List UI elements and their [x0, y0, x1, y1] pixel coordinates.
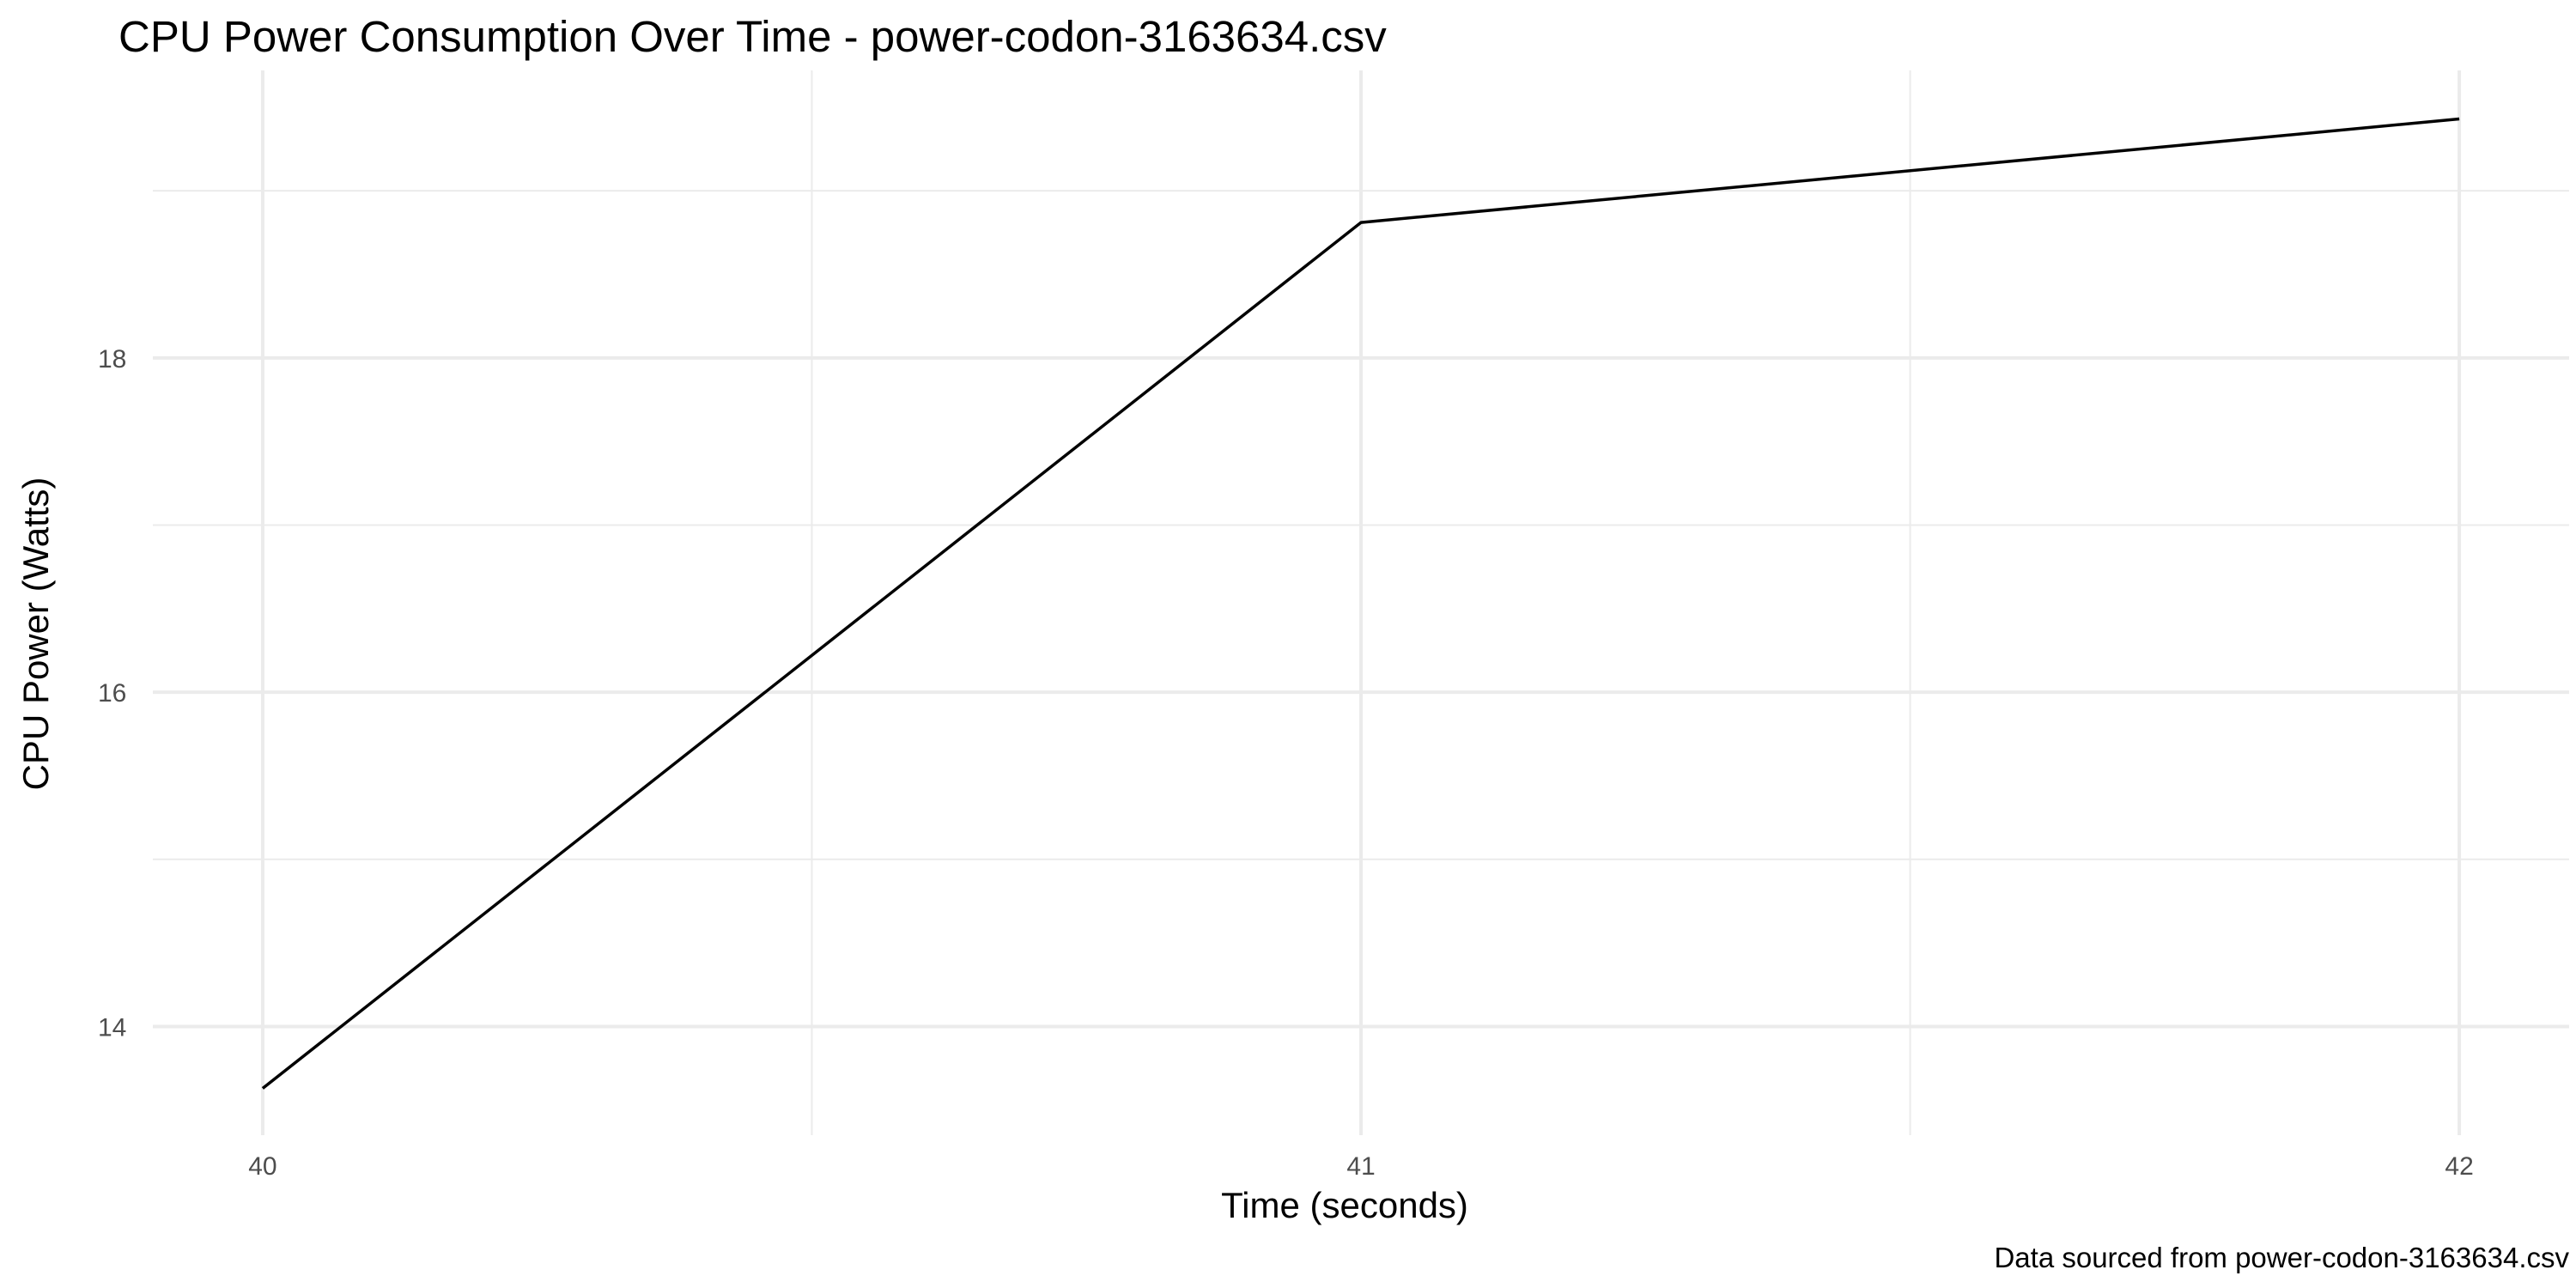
x-axis-title: Time (seconds)	[1221, 1185, 1468, 1225]
grid-lines	[153, 70, 2569, 1135]
series-line	[261, 117, 2460, 1090]
series-layer	[261, 117, 2460, 1090]
x-tick-label: 40	[248, 1152, 276, 1181]
chart-caption: Data sourced from power-codon-3163634.cs…	[1994, 1242, 2569, 1273]
tick-labels: 40 41 42 14 16 18	[98, 345, 2474, 1181]
x-tick-label: 42	[2445, 1152, 2473, 1181]
x-tick-label: 41	[1346, 1152, 1375, 1181]
chart-title: CPU Power Consumption Over Time - power-…	[118, 12, 1387, 61]
y-tick-label: 14	[98, 1013, 126, 1042]
y-tick-label: 18	[98, 345, 126, 374]
y-tick-label: 16	[98, 679, 126, 708]
y-axis-title: CPU Power (Watts)	[15, 477, 56, 791]
